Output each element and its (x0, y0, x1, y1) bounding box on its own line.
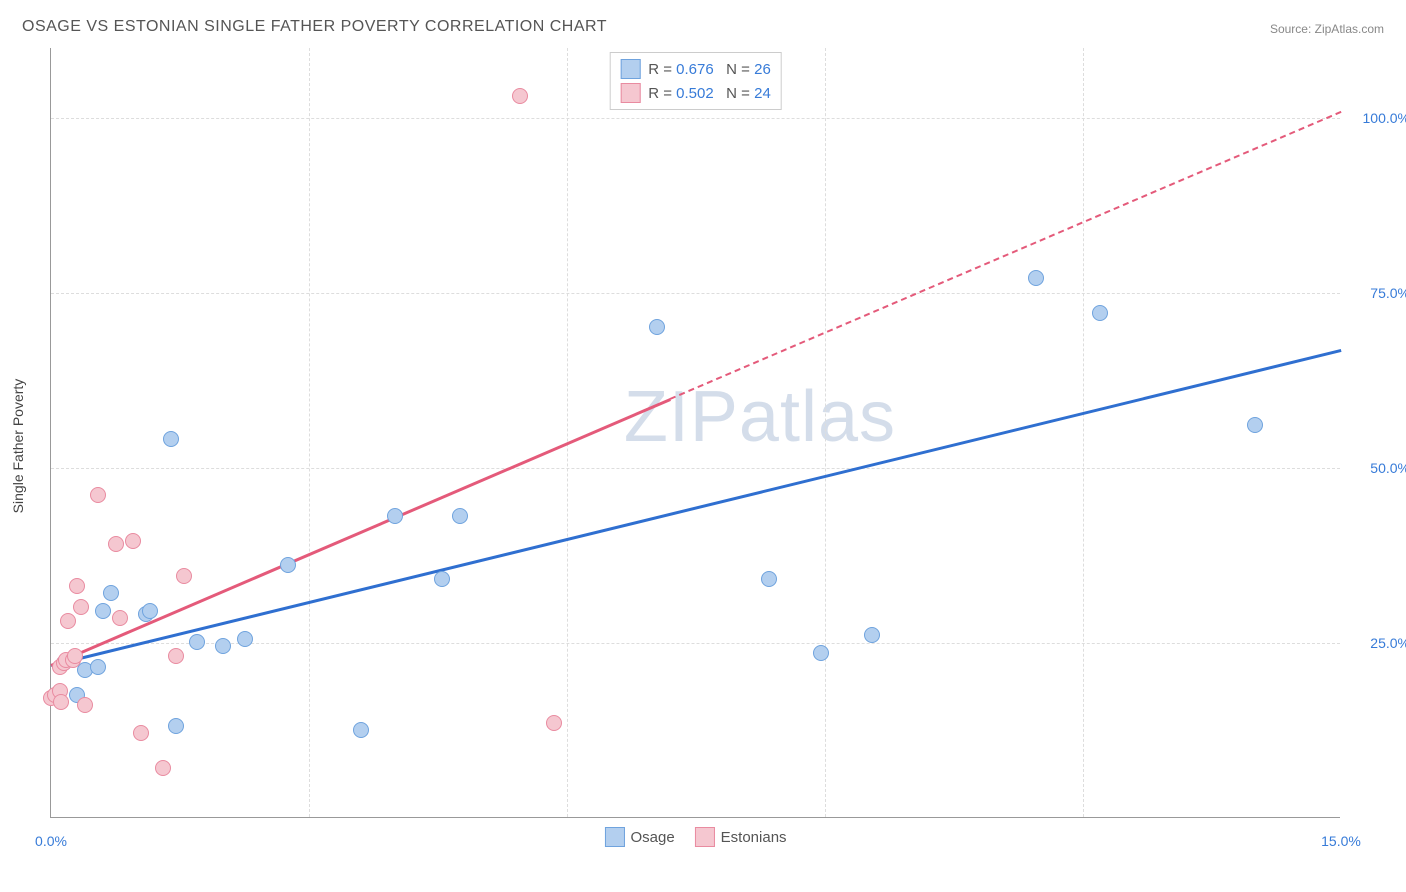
legend-swatch (695, 827, 715, 847)
data-point (163, 431, 179, 447)
data-point (546, 715, 562, 731)
data-point (649, 319, 665, 335)
gridline-horizontal (51, 293, 1340, 294)
data-point (125, 533, 141, 549)
series-legend-item: Osage (604, 827, 674, 847)
data-point (813, 645, 829, 661)
gridline-vertical (309, 48, 310, 817)
stats-legend-row: R = 0.676 N = 26 (620, 57, 771, 81)
data-point (1247, 417, 1263, 433)
gridline-vertical (825, 48, 826, 817)
data-point (1028, 270, 1044, 286)
gridline-horizontal (51, 118, 1340, 119)
series-legend-label: Estonians (721, 829, 787, 846)
y-tick-label: 75.0% (1350, 285, 1406, 301)
data-point (60, 613, 76, 629)
source-prefix: Source: (1270, 22, 1315, 36)
data-point (237, 631, 253, 647)
trend-line (51, 398, 671, 666)
watermark-light: atlas (739, 377, 896, 457)
data-point (387, 508, 403, 524)
x-tick-label: 15.0% (1321, 833, 1361, 849)
y-tick-label: 50.0% (1350, 460, 1406, 476)
stats-legend-row: R = 0.502 N = 24 (620, 81, 771, 105)
data-point (353, 722, 369, 738)
data-point (452, 508, 468, 524)
data-point (67, 648, 83, 664)
legend-swatch (620, 59, 640, 79)
y-tick-label: 25.0% (1350, 635, 1406, 651)
stats-legend-text: R = 0.676 N = 26 (648, 61, 771, 78)
data-point (155, 760, 171, 776)
gridline-vertical (567, 48, 568, 817)
data-point (53, 694, 69, 710)
stats-legend: R = 0.676 N = 26 R = 0.502 N = 24 (609, 52, 782, 110)
data-point (69, 578, 85, 594)
data-point (280, 557, 296, 573)
y-tick-label: 100.0% (1350, 110, 1406, 126)
data-point (176, 568, 192, 584)
data-point (761, 571, 777, 587)
data-point (215, 638, 231, 654)
watermark-bold: ZIP (624, 377, 739, 457)
source-attribution: Source: ZipAtlas.com (1270, 22, 1384, 36)
stats-legend-text: R = 0.502 N = 24 (648, 85, 771, 102)
legend-swatch (620, 83, 640, 103)
source-name: ZipAtlas.com (1315, 22, 1384, 36)
legend-swatch (604, 827, 624, 847)
watermark: ZIPatlas (624, 376, 896, 458)
trend-line-extrapolated (670, 111, 1342, 400)
data-point (189, 634, 205, 650)
data-point (112, 610, 128, 626)
data-point (108, 536, 124, 552)
data-point (168, 648, 184, 664)
data-point (77, 697, 93, 713)
series-legend: Osage Estonians (604, 827, 786, 847)
data-point (95, 603, 111, 619)
chart-title: OSAGE VS ESTONIAN SINGLE FATHER POVERTY … (22, 18, 607, 36)
gridline-horizontal (51, 468, 1340, 469)
gridline-vertical (1083, 48, 1084, 817)
data-point (103, 585, 119, 601)
trend-line (51, 349, 1342, 666)
x-tick-label: 0.0% (35, 833, 67, 849)
data-point (133, 725, 149, 741)
series-legend-item: Estonians (695, 827, 787, 847)
data-point (1092, 305, 1108, 321)
data-point (168, 718, 184, 734)
data-point (512, 88, 528, 104)
plot-area: ZIPatlas R = 0.676 N = 26 R = 0.502 N = 2… (50, 48, 1340, 818)
data-point (864, 627, 880, 643)
data-point (142, 603, 158, 619)
data-point (90, 487, 106, 503)
data-point (73, 599, 89, 615)
data-point (434, 571, 450, 587)
data-point (90, 659, 106, 675)
y-axis-label: Single Father Poverty (10, 379, 26, 514)
series-legend-label: Osage (630, 829, 674, 846)
